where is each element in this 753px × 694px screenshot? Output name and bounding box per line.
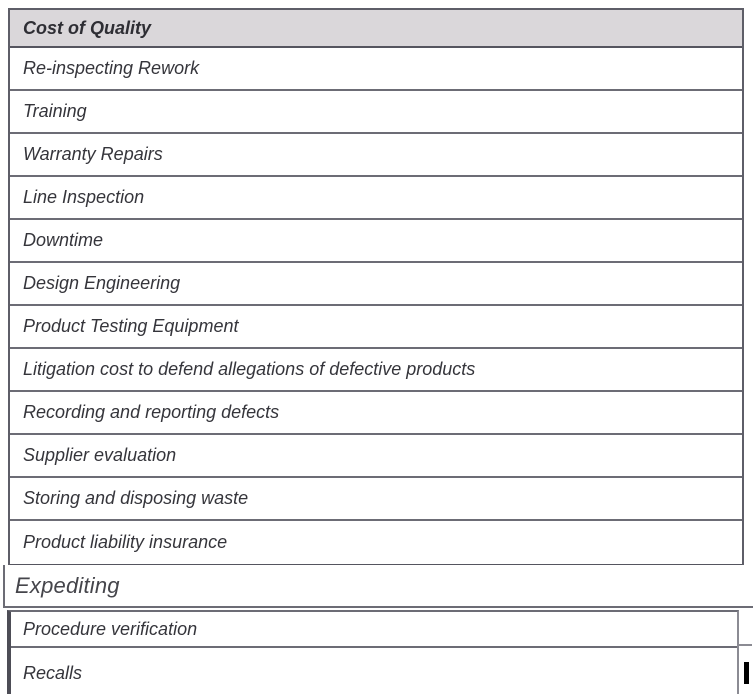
divider-line-extension [737, 644, 752, 646]
row-label: Recording and reporting defects [23, 402, 280, 422]
table-row-expediting: Expediting [3, 565, 753, 608]
table-row-downtime: Downtime [10, 220, 742, 263]
row-label: Warranty Repairs [23, 144, 163, 164]
cost-of-quality-table: Cost of Quality Re-inspecting Rework Tra… [8, 8, 744, 567]
table-row-recording-reporting-defects: Recording and reporting defects [10, 392, 742, 435]
row-label: Re-inspecting Rework [23, 58, 200, 78]
table-row-storing-disposing-waste: Storing and disposing waste [10, 478, 742, 521]
table-row-product-testing-equipment: Product Testing Equipment [10, 306, 742, 349]
table-header-cost-of-quality: Cost of Quality [10, 10, 742, 48]
row-label: Supplier evaluation [23, 445, 177, 465]
row-label: Litigation cost to defend allegations of… [23, 359, 476, 379]
row-label: Storing and disposing waste [23, 488, 249, 508]
text-cursor-artifact [744, 662, 749, 684]
table-header-label: Cost of Quality [23, 17, 152, 38]
row-label: Product Testing Equipment [23, 316, 239, 336]
row-label: Downtime [23, 230, 104, 250]
table-row-warranty-repairs: Warranty Repairs [10, 134, 742, 177]
table-row-training: Training [10, 91, 742, 134]
table-row-design-engineering: Design Engineering [10, 263, 742, 306]
row-label: Recalls [23, 662, 83, 683]
row-label: Expediting [15, 572, 120, 598]
row-label: Product liability insurance [23, 532, 228, 552]
table-row-product-liability-insurance: Product liability insurance [10, 521, 742, 564]
row-label: Procedure verification [23, 618, 198, 639]
row-label: Design Engineering [23, 273, 181, 293]
bottom-table: Procedure verification Recalls [7, 610, 739, 694]
table-row-re-inspecting-rework: Re-inspecting Rework [10, 48, 742, 91]
row-label: Line Inspection [23, 187, 145, 207]
table-row-litigation-cost: Litigation cost to defend allegations of… [10, 349, 742, 392]
row-label: Training [23, 101, 87, 121]
table-row-procedure-verification: Procedure verification [11, 612, 737, 648]
table-row-recalls: Recalls [11, 648, 737, 694]
table-row-supplier-evaluation: Supplier evaluation [10, 435, 742, 478]
table-row-line-inspection: Line Inspection [10, 177, 742, 220]
